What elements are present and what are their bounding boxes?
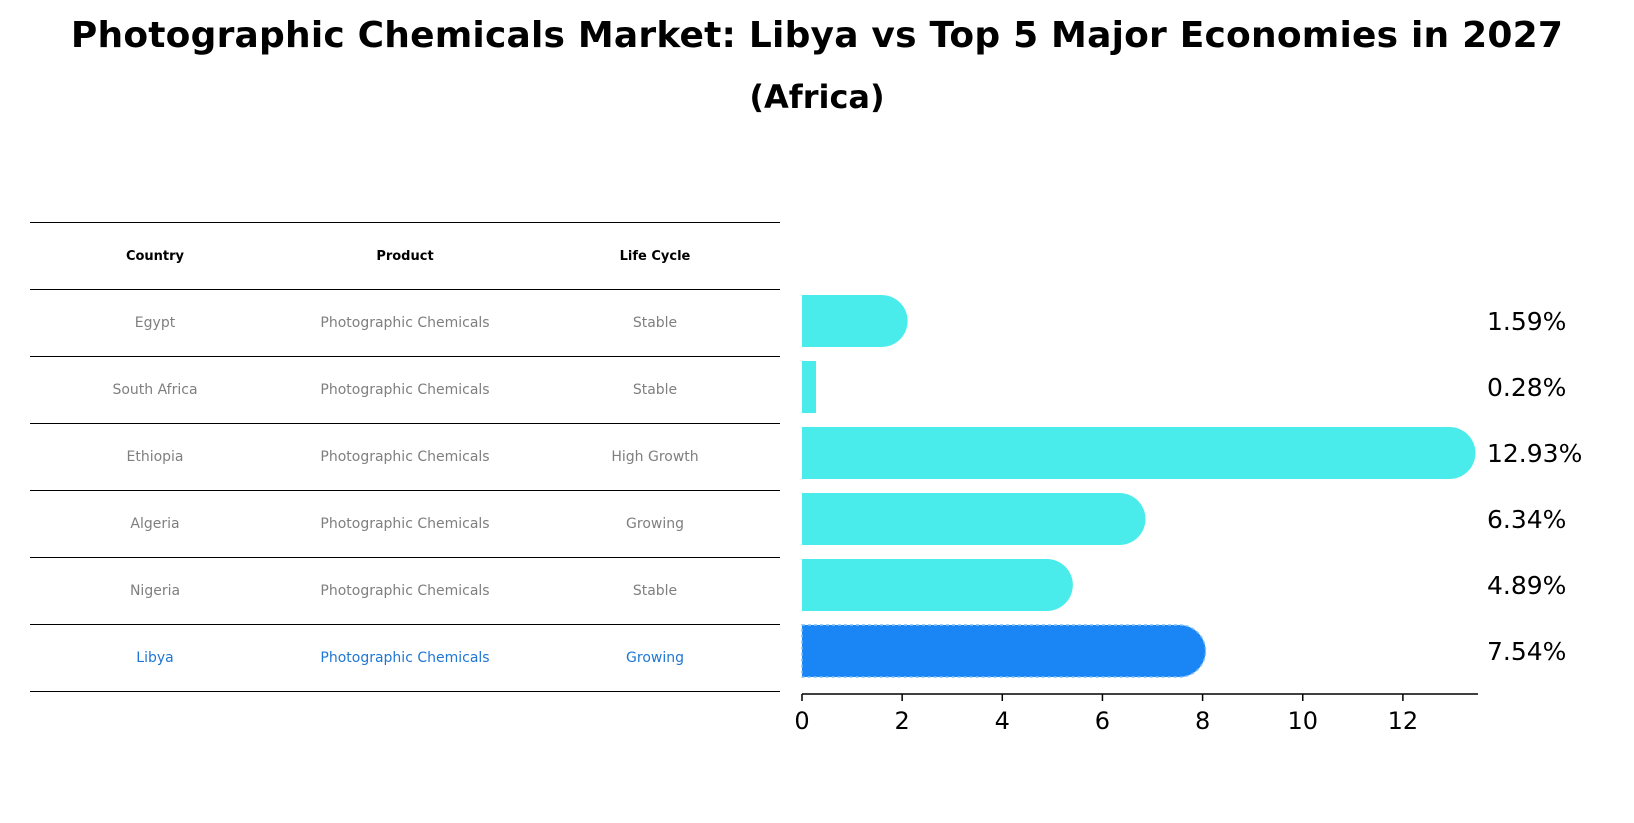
- cell-product: Photographic Chemicals: [320, 382, 490, 398]
- value-label: 1.59%: [1487, 307, 1566, 336]
- cell-country: Egypt: [134, 315, 176, 331]
- table-row: Nigeria Photographic Chemicals Stable: [30, 557, 780, 624]
- bar-libya: [802, 625, 1206, 677]
- cell-product: Photographic Chemicals: [320, 449, 490, 465]
- cell-country: Algeria: [130, 516, 180, 532]
- cell-country: South Africa: [112, 382, 198, 398]
- table-row: Algeria Photographic Chemicals Growing: [30, 490, 780, 557]
- cell-product: Photographic Chemicals: [320, 583, 490, 599]
- cell-country: Libya: [136, 650, 174, 666]
- x-tick-label: 0: [794, 707, 809, 735]
- bar-nigeria: [802, 559, 1073, 611]
- country-table: Country Product Life Cycle Egypt Photogr…: [30, 222, 780, 692]
- cell-product: Photographic Chemicals: [320, 650, 490, 666]
- table-row: Egypt Photographic Chemicals Stable: [30, 289, 780, 356]
- table-header-row: Country Product Life Cycle: [30, 222, 780, 289]
- cell-life-cycle: Stable: [632, 583, 678, 599]
- cell-life-cycle: Growing: [626, 650, 684, 666]
- value-label: 7.54%: [1487, 637, 1566, 666]
- x-tick-label: 8: [1195, 707, 1210, 735]
- value-label: 12.93%: [1487, 439, 1582, 468]
- value-label: 6.34%: [1487, 505, 1566, 534]
- cell-country: Nigeria: [129, 583, 181, 599]
- x-tick-label: 6: [1095, 707, 1110, 735]
- bar-ethiopia: [802, 427, 1476, 479]
- value-label: 0.28%: [1487, 373, 1566, 402]
- x-tick-label: 10: [1287, 707, 1318, 735]
- cell-life-cycle: Stable: [632, 315, 678, 331]
- x-tick-label: 4: [995, 707, 1010, 735]
- bar-algeria: [802, 493, 1146, 545]
- cell-life-cycle: High Growth: [611, 449, 699, 465]
- table-row-highlighted: Libya Photographic Chemicals Growing: [30, 624, 780, 692]
- cell-country: Ethiopia: [126, 449, 184, 465]
- header-life-cycle: Life Cycle: [619, 248, 691, 264]
- chart-subtitle: (Africa): [749, 78, 885, 116]
- chart-title: Photographic Chemicals Market: Libya vs …: [70, 15, 1564, 56]
- x-tick-label: 12: [1388, 707, 1419, 735]
- value-label: 4.89%: [1487, 571, 1566, 600]
- bar-south-africa: [802, 361, 817, 413]
- bar-egypt: [802, 295, 908, 347]
- header-country: Country: [125, 248, 185, 264]
- cell-product: Photographic Chemicals: [320, 315, 490, 331]
- cell-product: Photographic Chemicals: [320, 516, 490, 532]
- cell-life-cycle: Stable: [632, 382, 678, 398]
- table-row: South Africa Photographic Chemicals Stab…: [30, 356, 780, 423]
- bar-highlight-outline: [801, 624, 1207, 678]
- table-row: Ethiopia Photographic Chemicals High Gro…: [30, 423, 780, 490]
- header-product: Product: [376, 248, 434, 264]
- cell-life-cycle: Growing: [626, 516, 684, 532]
- x-tick-label: 2: [895, 707, 910, 735]
